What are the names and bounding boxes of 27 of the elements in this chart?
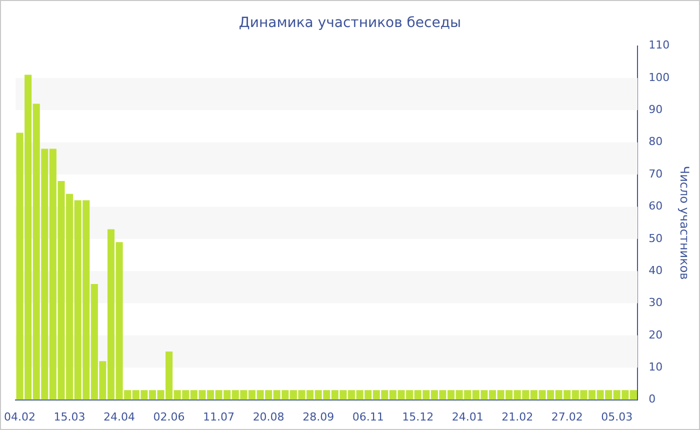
y-tick-label: 0 [648,392,656,406]
y-tick-label: 110 [648,38,670,52]
y-tick-label: 60 [648,200,663,213]
x-tick-label: 21.02 [502,410,534,424]
y-tick-label: 20 [648,328,663,342]
x-tick-label: 02.06 [153,410,185,424]
y-tick-label: 100 [648,70,670,84]
x-tick-label: 06.11 [352,410,384,424]
y-tick-label: 40 [648,264,663,277]
x-tick-label: 05.03 [601,410,633,424]
chart-title: Динамика участников беседы [238,15,462,32]
y-tick-label: 10 [648,360,663,374]
x-tick-label: 24.01 [452,410,484,424]
y-tick-label: 70 [648,167,663,180]
x-tick-label: 20.08 [252,410,284,424]
x-tick-label: 28.09 [302,410,334,424]
y-tick-label: 90 [648,103,663,116]
x-tick-label: 24.04 [104,410,136,424]
x-tick-label: 11.07 [203,410,235,424]
y-tick-label: 50 [648,232,663,245]
x-tick-label: 15.03 [54,410,86,424]
y-tick-label: 80 [648,135,663,148]
x-tick-label: 15.12 [402,410,434,424]
y-tick-label: 30 [648,296,663,310]
x-tick-label: 27.02 [551,410,583,424]
y-axis-title: Число участников [678,166,692,280]
x-tick-label: 04.02 [4,410,36,424]
